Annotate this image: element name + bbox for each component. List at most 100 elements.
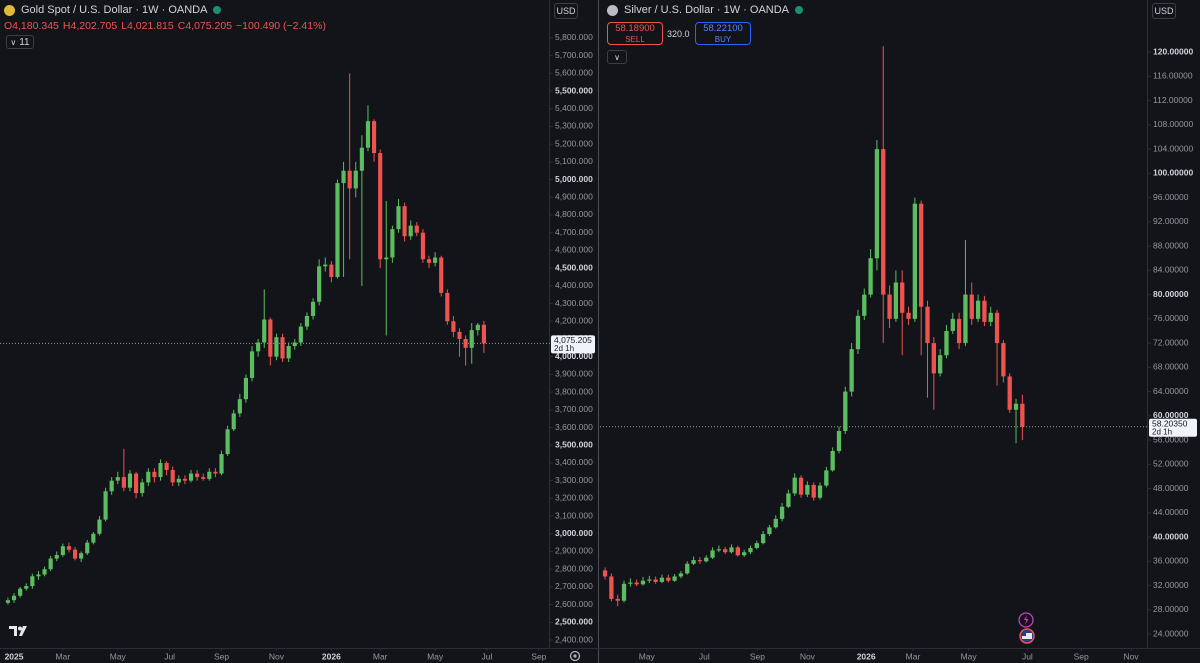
candle-body <box>969 294 974 319</box>
last-price-label: 4,075.205 <box>554 335 592 345</box>
last-price-label: 58.20350 <box>1152 418 1188 428</box>
candle-body <box>849 349 854 392</box>
legend-toggle[interactable]: ∨ <box>607 50 627 64</box>
candle-body <box>615 598 620 601</box>
last-price-box <box>1149 418 1197 437</box>
candle-body <box>103 491 108 520</box>
y-tick-label: 96.00000 <box>1153 192 1189 202</box>
candle-body <box>830 450 835 471</box>
y-tick-label: 5,400.000 <box>555 103 593 113</box>
candle-body <box>666 577 671 581</box>
x-tick-label: May <box>427 651 444 661</box>
currency-button[interactable]: USD <box>554 3 578 19</box>
candle-body <box>134 473 139 494</box>
candle-body <box>944 330 949 356</box>
ohlc-high: H4,202.705 <box>62 20 118 32</box>
x-tick-label: 2026 <box>857 651 876 661</box>
candle-body <box>5 600 11 603</box>
y-tick-label: 4,300.000 <box>555 298 593 308</box>
y-tick-label: 4,400.000 <box>555 280 593 290</box>
y-tick-label: 4,900.000 <box>555 192 593 202</box>
y-tick-label: 88.00000 <box>1153 240 1189 250</box>
x-tick-label: Mar <box>56 651 71 661</box>
candle-body <box>286 346 291 359</box>
candle-body <box>249 351 255 378</box>
candle-body <box>760 534 766 544</box>
y-tick-label: 2,800.000 <box>555 563 593 573</box>
candle-body <box>109 480 114 492</box>
candle-body <box>292 342 297 347</box>
candle-body <box>54 555 59 559</box>
candle-body <box>408 225 413 237</box>
candle-body <box>359 147 364 171</box>
y-tick-label: 3,500.000 <box>555 439 593 449</box>
y-tick-label: 72.00000 <box>1153 337 1189 347</box>
symbol-icon <box>4 4 15 16</box>
candle-body <box>91 533 96 543</box>
candle-body <box>378 153 383 260</box>
y-tick-label: 76.00000 <box>1153 313 1189 323</box>
x-tick-label: May <box>110 651 127 661</box>
symbol-title[interactable]: Silver / U.S. Dollar · 1W · OANDA <box>624 4 790 16</box>
symbol-title[interactable]: Gold Spot / U.S. Dollar · 1W · OANDA <box>21 4 208 16</box>
candle-body <box>317 266 322 302</box>
candle-body <box>164 462 169 471</box>
y-tick-label: 64.00000 <box>1153 386 1189 396</box>
candle-body <box>893 282 899 319</box>
candle-body <box>634 582 639 585</box>
x-tick-label: Mar <box>373 651 388 661</box>
candle-body <box>231 413 236 430</box>
indicator-toggle[interactable]: ∨ 11 <box>6 35 34 49</box>
y-tick-label: 100.00000 <box>1153 168 1193 178</box>
y-tick-label: 40.00000 <box>1153 531 1189 541</box>
y-tick-label: 5,300.000 <box>555 121 593 131</box>
y-tick-label: 3,100.000 <box>555 510 593 520</box>
event-icons[interactable] <box>1018 612 1035 644</box>
y-tick-label: 108.00000 <box>1153 119 1193 129</box>
y-tick-label: 5,700.000 <box>555 50 593 60</box>
x-tick-label: 2026 <box>322 651 341 661</box>
last-price-box <box>551 335 595 354</box>
candle-body <box>280 337 285 359</box>
candle-body <box>310 301 316 316</box>
sell-price: 58.18900 <box>615 22 655 34</box>
candle-body <box>420 232 425 260</box>
candles <box>602 46 1025 607</box>
settings-icon[interactable] <box>569 650 581 662</box>
y-tick-label: 4,500.000 <box>555 262 593 272</box>
y-tick-label: 4,800.000 <box>555 209 593 219</box>
candle-body <box>243 377 249 400</box>
x-tick-label: Sep <box>750 651 765 661</box>
candle-body <box>48 558 53 570</box>
candle-body <box>30 576 35 587</box>
y-tick-label: 3,200.000 <box>555 493 593 503</box>
indicator-count: 11 <box>19 36 30 48</box>
candle-body <box>323 264 328 267</box>
candle-body <box>843 391 848 431</box>
y-tick-label: 3,800.000 <box>555 386 593 396</box>
candle-body <box>988 312 993 322</box>
buy-button[interactable]: 58.22100 BUY <box>695 22 751 45</box>
ohlc-open: O4,180.345 <box>4 20 59 32</box>
candle-body <box>36 574 41 577</box>
candle-body <box>672 576 677 581</box>
y-tick-label: 3,400.000 <box>555 457 593 467</box>
countdown-label: 2d 1h <box>554 344 574 353</box>
candle-body <box>817 485 823 498</box>
candle-body <box>855 315 861 350</box>
x-tick-label: May <box>961 651 978 661</box>
currency-button[interactable]: USD <box>1152 3 1176 19</box>
candle-body <box>994 312 1000 344</box>
candle-body <box>146 471 151 483</box>
candle-body <box>225 429 230 455</box>
candle-body <box>906 312 911 319</box>
candle-body <box>1020 403 1025 427</box>
sell-button[interactable]: 58.18900 SELL <box>607 22 663 45</box>
candle-body <box>475 324 480 331</box>
candle-body <box>881 149 886 295</box>
y-tick-label: 104.00000 <box>1153 143 1193 153</box>
market-status <box>795 6 804 14</box>
candle-body <box>628 582 633 584</box>
